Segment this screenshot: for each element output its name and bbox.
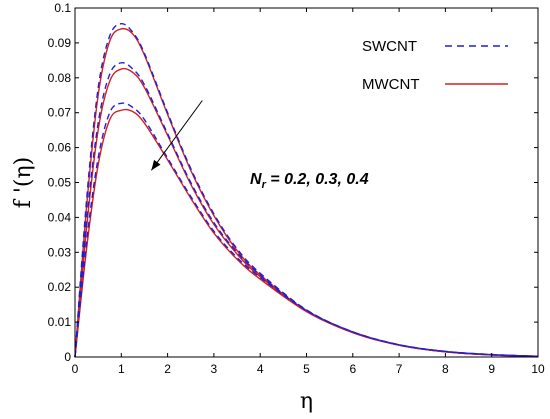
x-tick-label: 4	[257, 362, 264, 376]
series-line-mwcnt-04	[74, 108, 539, 358]
series-line-mwcnt-03	[74, 67, 539, 358]
y-tick-label: 0.04	[48, 210, 72, 224]
annotation-text: Nr = 0.2, 0.3, 0.4	[250, 171, 369, 191]
y-tick-label: 0.01	[48, 315, 72, 329]
annotation-subscript: r	[262, 179, 267, 191]
y-tick-label: 0.05	[48, 176, 72, 190]
x-tick-label: 1	[118, 362, 125, 376]
series-line-mwcnt-02	[74, 27, 539, 358]
axes: 0 1 2 3 4 5 6 7 8 9 10 0 0.01 0.02 0.03 0.04 0.05 0.06 0.0…	[11, 1, 545, 414]
y-tick-label: 0.07	[48, 106, 72, 120]
x-tick-label: 5	[303, 362, 310, 376]
x-tick-label: 0	[72, 362, 79, 376]
x-axis-label: η	[300, 389, 313, 414]
annotation-arrow-line	[150, 100, 203, 171]
legend: SWCNT MWCNT	[362, 38, 508, 93]
y-tick-label: 0.02	[48, 280, 72, 294]
x-tick-label: 2	[164, 362, 171, 376]
series-line-swcnt-02	[74, 23, 539, 358]
annotation: Nr = 0.2, 0.3, 0.4	[150, 100, 369, 191]
series-line-swcnt-03	[74, 61, 539, 358]
x-tick-label: 6	[349, 362, 356, 376]
annotation-values: = 0.2, 0.3, 0.4	[266, 171, 369, 188]
legend-label-mwcnt: MWCNT	[362, 76, 419, 93]
legend-label-swcnt: SWCNT	[362, 38, 417, 55]
y-tick-label: 0.06	[48, 141, 72, 155]
series-line-swcnt-04	[74, 102, 539, 358]
x-tick-label: 8	[442, 362, 449, 376]
x-tick-label: 3	[211, 362, 218, 376]
y-tick-label: 0.08	[48, 71, 72, 85]
y-tick-label: 0.09	[48, 36, 72, 50]
annotation-arrow-head	[151, 159, 161, 171]
y-tick-label: 0.1	[54, 1, 71, 15]
x-tick-label: 7	[396, 362, 403, 376]
annotation-var: N	[250, 171, 262, 188]
y-tick-label: 0	[64, 350, 71, 364]
x-tick-label: 10	[531, 362, 545, 376]
y-tick-label: 0.03	[48, 245, 72, 259]
x-tick-label: 9	[488, 362, 495, 376]
y-axis-label: f '(η)	[11, 157, 36, 209]
series-group	[74, 23, 539, 358]
